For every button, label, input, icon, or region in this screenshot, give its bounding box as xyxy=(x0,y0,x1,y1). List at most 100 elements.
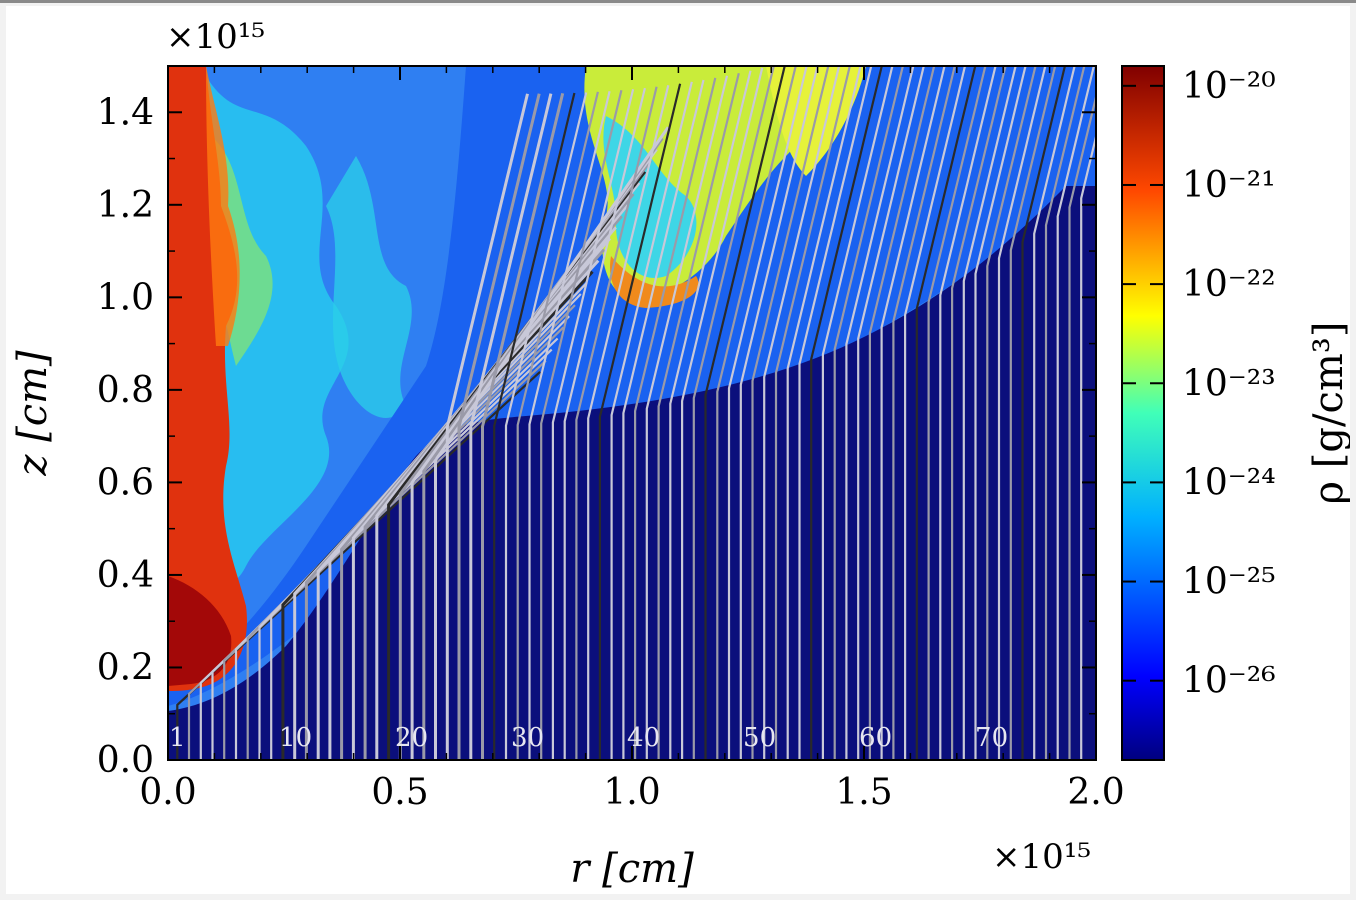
streamline xyxy=(657,72,740,760)
streamline xyxy=(481,92,565,760)
colorbar-tick-label: 10⁻²³ xyxy=(1182,363,1276,404)
y-tick-label: 1.0 xyxy=(97,277,154,318)
streamline-number-label: 50 xyxy=(743,723,776,753)
x-axis-ticks: 0.0 0.5 1.0 1.5 2.0 xyxy=(139,66,1125,813)
y-tick-label: 0.8 xyxy=(97,370,154,411)
shocked-cloud-cyan xyxy=(603,116,697,278)
streamline xyxy=(1056,66,1096,760)
streamline xyxy=(810,66,883,760)
colorbar-tick-label: 10⁻²⁵ xyxy=(1182,562,1276,603)
streamline xyxy=(645,75,729,760)
streamline xyxy=(575,86,658,760)
y-axis-ticks: 0.0 0.2 0.4 0.6 0.8 1.0 1.2 1.4 xyxy=(97,65,1096,781)
cocoon-turbulence-cyan-2 xyxy=(326,156,412,418)
streamline xyxy=(833,66,905,760)
streamline xyxy=(1009,66,1057,760)
streamline xyxy=(997,66,1047,760)
streamline xyxy=(516,91,599,760)
colorbar-tick-label: 10⁻²⁰ xyxy=(1182,66,1276,107)
colorbar-tick-label: 10⁻²² xyxy=(1182,264,1276,305)
y-axis-label: z [cm] xyxy=(10,350,56,477)
x-tick-label: 2.0 xyxy=(1067,772,1124,813)
streamline xyxy=(504,92,588,760)
jet-axis-core xyxy=(168,576,232,686)
streamline xyxy=(1080,132,1096,760)
streamline xyxy=(704,66,786,760)
colorbar-ticks: 10⁻²⁰ 10⁻²¹ 10⁻²² 10⁻²³ 10⁻²⁴ 10⁻²⁵ 10⁻²⁶ xyxy=(1122,66,1276,702)
x-tick-label: 1.0 xyxy=(603,772,660,813)
shocked-cloud-orange xyxy=(610,256,699,308)
colorbar-tick-label: 10⁻²⁶ xyxy=(1182,661,1276,702)
jet-axis-orange-edge xyxy=(206,66,240,346)
streamline xyxy=(892,66,956,760)
y-multiplier: ×10¹⁵ xyxy=(166,17,265,57)
streamline xyxy=(681,67,764,760)
x-tick-label: 0.0 xyxy=(139,772,196,813)
streamline xyxy=(716,66,797,760)
streamline xyxy=(528,90,611,760)
streamline-number-label: 30 xyxy=(511,723,544,753)
plot-area: 1 10 20 30 40 50 60 70 xyxy=(168,66,1096,760)
streamline xyxy=(763,66,841,760)
streamline xyxy=(1068,92,1096,760)
streamline xyxy=(622,79,705,760)
y-tick-label: 0.4 xyxy=(97,555,154,596)
colorbar xyxy=(1121,65,1165,761)
x-tick-label: 1.5 xyxy=(835,772,892,813)
streamline xyxy=(739,66,819,760)
streamline xyxy=(962,66,1017,760)
figure-canvas: 1 10 20 30 40 50 60 70 0.0 0.5 1.0 1.5 2.0 0.0 0.2 0.… xyxy=(6,6,1352,894)
y-tick-label: 0.6 xyxy=(97,462,154,503)
streamline xyxy=(951,66,1007,760)
x-axis-label: r [cm] xyxy=(570,846,694,892)
streamline-number-label: 1 xyxy=(169,723,186,753)
streamline xyxy=(974,66,1027,760)
streamline xyxy=(868,66,936,760)
streamline xyxy=(857,66,925,760)
x-tick-label: 0.5 xyxy=(371,772,428,813)
streamline xyxy=(927,66,987,760)
y-tick-label: 0.0 xyxy=(97,740,154,781)
streamline-labels: 1 10 20 30 40 50 60 70 xyxy=(169,723,1008,753)
streamline xyxy=(587,85,670,760)
colorbar-label: ρ [g/cm³] xyxy=(1306,322,1350,505)
streamline xyxy=(1033,66,1076,760)
streamline xyxy=(551,89,635,760)
y-tick-label: 1.4 xyxy=(97,92,154,133)
streamline xyxy=(563,87,646,760)
streamline xyxy=(445,93,529,760)
jet-axis-region xyxy=(168,66,247,691)
colorbar-tick-label: 10⁻²⁴ xyxy=(1182,462,1276,503)
streamline xyxy=(751,66,830,760)
streamline xyxy=(469,93,553,760)
y-tick-label: 1.2 xyxy=(97,185,154,226)
streamline xyxy=(939,66,997,760)
streamline-number-label: 70 xyxy=(975,723,1008,753)
streamline xyxy=(986,66,1037,760)
streamline xyxy=(610,81,693,760)
streamline xyxy=(727,66,808,760)
y-tick-label: 0.2 xyxy=(97,647,154,688)
streamline xyxy=(1021,66,1067,760)
streamline xyxy=(915,66,977,760)
streamline xyxy=(493,92,576,760)
streamline xyxy=(798,66,873,760)
window-top-border xyxy=(0,0,1356,3)
x-multiplier: ×10¹⁵ xyxy=(992,837,1091,877)
streamline xyxy=(845,66,915,760)
streamline xyxy=(669,70,752,760)
streamline xyxy=(880,66,946,760)
streamline xyxy=(904,66,967,760)
streamline xyxy=(1044,66,1086,760)
colorbar-tick-label: 10⁻²¹ xyxy=(1182,165,1276,206)
streamline xyxy=(692,66,775,760)
streamlines xyxy=(176,66,1096,760)
streamline xyxy=(540,90,623,760)
density-map-chart: 1 10 20 30 40 50 60 70 0.0 0.5 1.0 1.5 2.0 0.00.20.… xyxy=(10,17,1352,892)
streamline xyxy=(598,83,682,760)
streamline xyxy=(821,66,894,760)
streamline xyxy=(457,93,541,760)
streamline xyxy=(786,66,862,760)
streamline xyxy=(774,66,851,760)
